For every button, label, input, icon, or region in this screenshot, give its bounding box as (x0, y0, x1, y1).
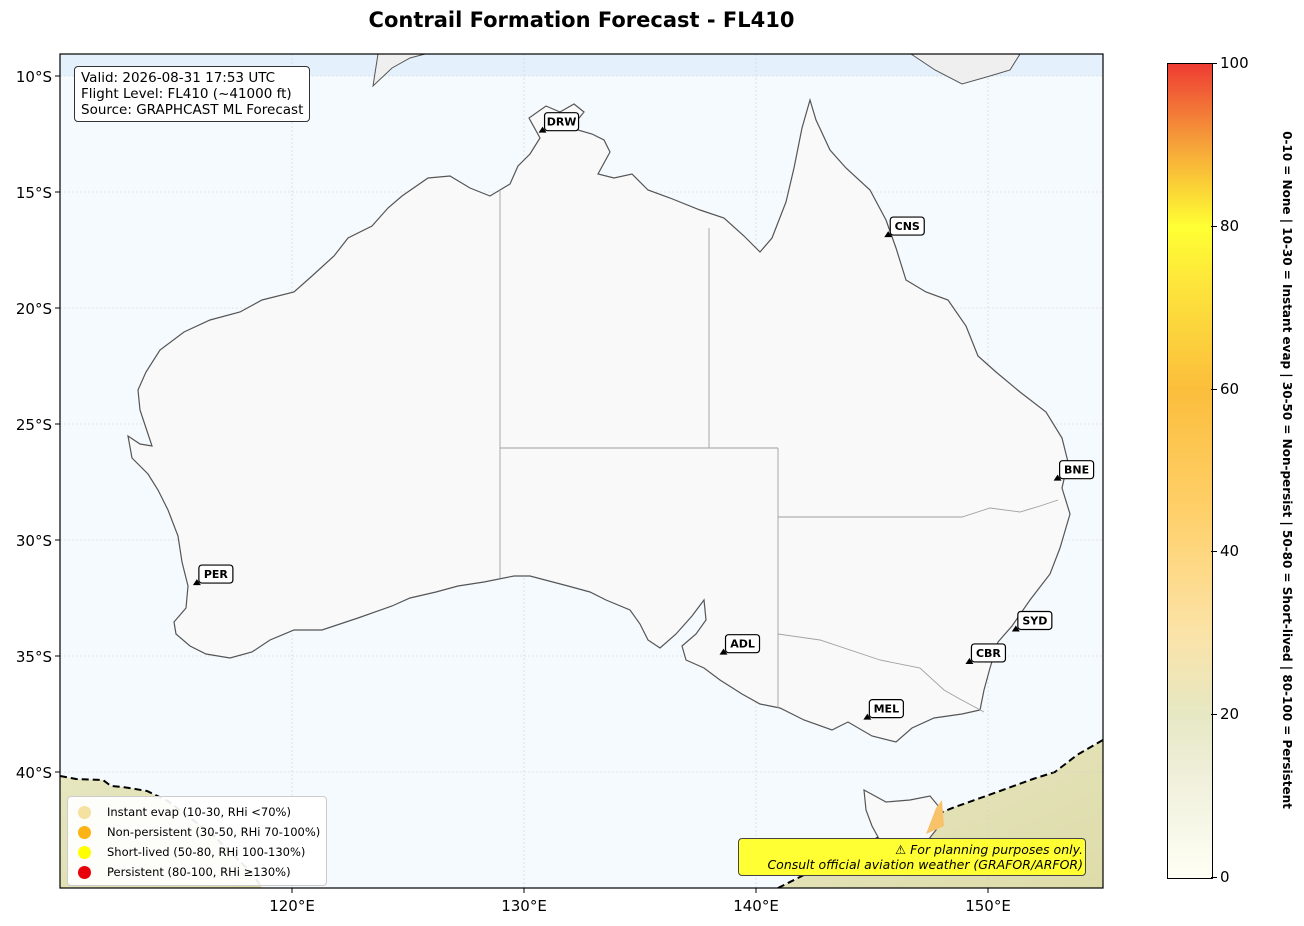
lat-tick-label: 40°S (16, 764, 52, 782)
airport-icon (719, 648, 728, 655)
flight-level: Flight Level: FL410 (~41000 ft) (81, 86, 292, 102)
lon-tick-label: 140°E (733, 897, 779, 915)
legend-swatch (78, 805, 91, 819)
colorbar-tick-label: 100 (1220, 54, 1249, 72)
colorbar-tick-label: 0 (1220, 868, 1230, 886)
airport-label-box (724, 634, 761, 654)
legend-label: Instant evap (10-30, RHi <70%) (107, 805, 291, 819)
airport-icon (192, 579, 201, 586)
lat-tick-label: 10°S (16, 68, 52, 86)
airport-label-box (868, 699, 904, 719)
airport-code: BNE (1064, 464, 1089, 477)
colorbar-tick-label: 80 (1220, 216, 1240, 235)
colorbar (1167, 63, 1213, 879)
valid-time: Valid: 2026-08-31 17:53 UTC (81, 70, 276, 86)
map-frame (59, 53, 1104, 889)
legend-item: Non-persistent (30-50, RHi 70-100%) (78, 822, 320, 842)
colorbar-tick (1211, 63, 1217, 64)
colorbar-tick (1211, 388, 1217, 390)
forecast-info-box: Valid: 2026-08-31 17:53 UTC Flight Level… (74, 66, 311, 122)
lat-tick-label: 15°S (16, 184, 52, 202)
airport-marker: SYD (1011, 610, 1053, 632)
colorbar-tick-label: 20 (1220, 705, 1240, 724)
colorbar-tick-label: 60 (1220, 379, 1240, 398)
colorbar-tick (1211, 225, 1217, 227)
disclaimer-line: Consult official aviation weather (GRAFO… (767, 857, 1083, 872)
lat-tick-label: 25°S (16, 416, 52, 434)
airport-code: CNS (895, 220, 920, 233)
lon-tick-label: 150°E (965, 897, 1011, 915)
legend-item: Instant evap (10-30, RHi <70%) (78, 802, 320, 822)
chart-title: Contrail Formation Forecast - FL410 (368, 8, 795, 32)
disclaimer-box: ⚠ For planning purposes only. Consult of… (738, 838, 1086, 876)
airport-icon (863, 713, 872, 720)
airport-label-box (1017, 610, 1053, 631)
landmass-indonesia (372, 54, 426, 88)
airport-label-box (198, 564, 234, 584)
lat-tick-label: 35°S (16, 648, 52, 666)
airport-marker: PER (192, 564, 234, 586)
legend-item: Short-lived (50-80, RHi 100-130%) (78, 842, 320, 862)
colorbar-tick-label: 40 (1220, 542, 1240, 561)
legend-swatch (78, 825, 91, 839)
colorbar-tick (1211, 551, 1217, 553)
airport-label-box (1058, 460, 1095, 480)
airport-code: MEL (874, 703, 899, 716)
airport-marker: DRW (538, 112, 580, 133)
airport-marker: CBR (965, 643, 1007, 664)
lat-tick-label: 30°S (16, 532, 52, 550)
lat-tick-label: 20°S (16, 300, 52, 318)
state-borders (499, 190, 1059, 713)
airport-marker: CNS (884, 216, 925, 238)
colorbar-tick (1211, 877, 1217, 878)
airport-icon (1011, 625, 1020, 632)
colorbar-title: 0-10 = None | 10-30 = Instant evap | 30-… (1280, 131, 1294, 809)
forecast-source: Source: GRAPHCAST ML Forecast (81, 102, 304, 118)
lon-tick-label: 120°E (269, 897, 315, 915)
disclaimer-line: ⚠ For planning purposes only. (895, 842, 1083, 857)
airport-label-box (889, 216, 925, 236)
legend-label: Non-persistent (30-50, RHi 70-100%) (107, 825, 321, 839)
legend-item: Persistent (80-100, RHi ≥130%) (78, 862, 320, 882)
airport-layer: DRW CNS BNE PER ADL SYD CBR MEL (192, 112, 1095, 720)
airport-icon (965, 657, 974, 664)
airport-marker: ADL (719, 634, 761, 655)
airport-label-box (970, 643, 1007, 663)
legend-label: Persistent (80-100, RHi ≥130%) (107, 865, 291, 879)
airport-icon (884, 231, 893, 238)
legend: Instant evap (10-30, RHi <70%) Non-persi… (67, 796, 328, 886)
legend-label: Short-lived (50-80, RHi 100-130%) (107, 845, 306, 859)
airport-label-box (543, 112, 580, 132)
airport-code: DRW (547, 116, 577, 129)
legend-swatch (78, 845, 91, 859)
legend-swatch (78, 865, 91, 879)
airport-code: PER (204, 568, 229, 581)
landmass-new-guinea (910, 54, 1021, 85)
colorbar-tick (1211, 714, 1217, 716)
airport-code: SYD (1022, 614, 1047, 627)
lon-tick-label: 130°E (501, 897, 547, 915)
airport-icon (538, 126, 547, 133)
airport-marker: BNE (1053, 460, 1095, 481)
airport-code: ADL (730, 638, 755, 651)
airport-marker: MEL (863, 699, 904, 720)
risk-zone-southwest-edge (60, 775, 263, 888)
tasmania-east-risk (926, 800, 944, 834)
airport-code: CBR (976, 647, 1001, 660)
airport-icon (1053, 474, 1062, 481)
north-band (60, 54, 1103, 76)
australia-mainland (127, 97, 1071, 743)
